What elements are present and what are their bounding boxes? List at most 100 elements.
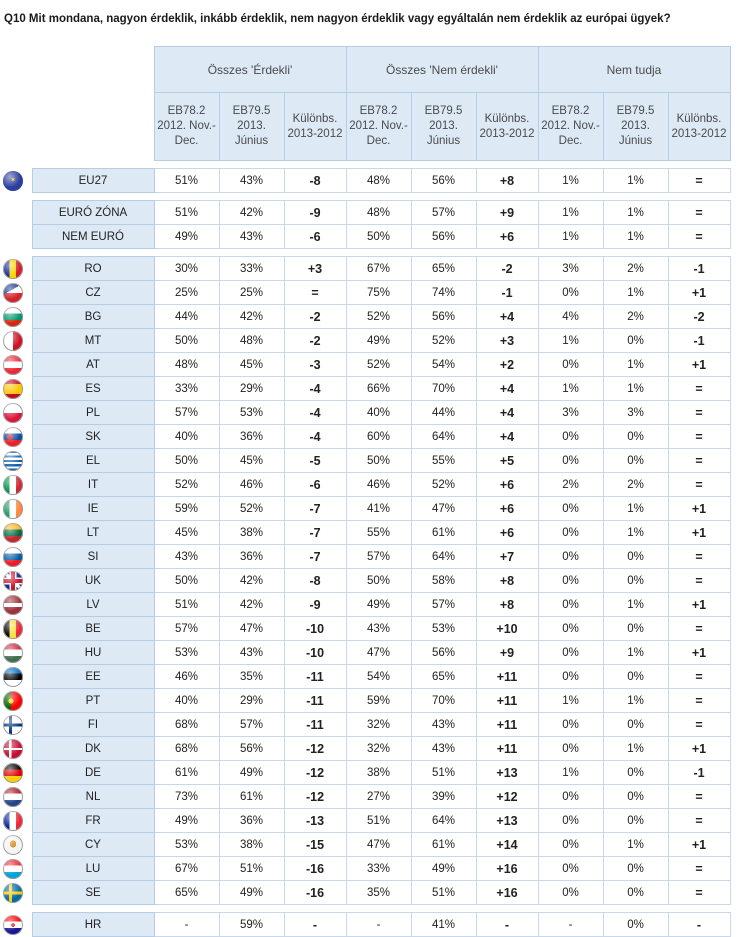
country-label: SK — [31, 424, 155, 449]
not-interested-diff-cell: +7 — [475, 544, 539, 569]
not-interested-eb795-cell: 61% — [410, 832, 477, 857]
de-flag-icon — [3, 762, 23, 783]
ie-flag-icon — [3, 498, 23, 519]
dont-know-eb795-cell: 2% — [602, 472, 669, 497]
table-row: MT 50% 48% -2 49% 52% +3 1% 0% -1 — [3, 328, 731, 353]
not-interested-diff-cell: +4 — [475, 424, 539, 449]
not-interested-diff-cell: +11 — [475, 664, 539, 689]
dont-know-eb795-cell: 0% — [602, 568, 669, 593]
flag-cell — [3, 809, 32, 833]
dont-know-eb795-cell: 0% — [602, 448, 669, 473]
flag-cell — [3, 713, 32, 737]
dont-know-eb782-cell: 1% — [537, 168, 604, 193]
interested-eb782-cell: 67% — [153, 856, 220, 881]
country-label: PT — [31, 688, 155, 713]
country-label: SI — [31, 544, 155, 569]
hu-flag-icon — [3, 642, 23, 663]
dont-know-diff-cell: -1 — [667, 256, 731, 281]
not-interested-diff-cell: +8 — [475, 568, 539, 593]
table-row: UK 50% 42% -8 50% 58% +8 0% 0% = — [3, 568, 731, 593]
country-label: AT — [31, 352, 155, 377]
flag-cell — [3, 833, 32, 857]
not-interested-diff-cell: +8 — [475, 592, 539, 617]
country-label: MT — [31, 328, 155, 353]
interested-eb782-cell: 61% — [153, 760, 220, 785]
dont-know-eb782-cell: 0% — [537, 712, 604, 737]
cy-flag-icon — [3, 834, 23, 855]
interested-eb795-cell: 42% — [218, 592, 285, 617]
not-interested-eb782-cell: 41% — [345, 496, 412, 521]
not-interested-eb795-cell: 56% — [410, 168, 477, 193]
not-interested-eb795-cell: 51% — [410, 760, 477, 785]
section-gap-cell — [3, 904, 730, 913]
not-interested-diff-cell: +11 — [475, 712, 539, 737]
not-interested-diff-cell: -1 — [475, 280, 539, 305]
not-interested-eb782-cell: 50% — [345, 224, 412, 249]
interested-diff-cell: -4 — [283, 376, 347, 401]
sub-header-row: EB78.2 2012. Nov.-Dec. EB79.5 2013. Júni… — [3, 92, 731, 161]
flag-cell — [3, 329, 32, 353]
table-row: FI 68% 57% -11 32% 43% +11 0% 0% = — [3, 712, 731, 737]
interested-eb795-cell: 42% — [218, 304, 285, 329]
interested-eb795-cell: 49% — [218, 880, 285, 905]
table-row: EE 46% 35% -11 54% 65% +11 0% 0% = — [3, 664, 731, 689]
section-gap — [3, 192, 730, 201]
country-label: IE — [31, 496, 155, 521]
country-label: EE — [31, 664, 155, 689]
table-row: LT 45% 38% -7 55% 61% +6 0% 1% +1 — [3, 520, 731, 545]
interested-eb795-cell: 52% — [218, 496, 285, 521]
country-label: CY — [31, 832, 155, 857]
not-interested-diff-cell: +12 — [475, 784, 539, 809]
interested-eb782-cell: 48% — [153, 352, 220, 377]
not-interested-diff-cell: -2 — [475, 256, 539, 281]
flag-cell — [3, 281, 32, 305]
interested-diff-cell: -11 — [283, 712, 347, 737]
interested-eb795-cell: 46% — [218, 472, 285, 497]
dont-know-eb782-cell: 0% — [537, 856, 604, 881]
dont-know-eb782-cell: 2% — [537, 472, 604, 497]
not-interested-eb795-cell: 56% — [410, 304, 477, 329]
dont-know-diff-cell: +1 — [667, 520, 731, 545]
table-row: PT 40% 29% -11 59% 70% +11 1% 1% = — [3, 688, 731, 713]
dont-know-eb782-cell: 1% — [537, 224, 604, 249]
dont-know-diff-cell: = — [667, 784, 731, 809]
fr-flag-icon — [3, 810, 23, 831]
dont-know-eb782-cell: 1% — [537, 376, 604, 401]
not-interested-eb795-cell: 47% — [410, 496, 477, 521]
interested-eb782-cell: 51% — [153, 592, 220, 617]
interested-eb782-cell: 73% — [153, 784, 220, 809]
table-row: BG 44% 42% -2 52% 56% +4 4% 2% -2 — [3, 304, 731, 329]
interested-eb782-cell: 30% — [153, 256, 220, 281]
dont-know-eb795-cell: 0% — [602, 664, 669, 689]
interested-eb795-cell: 29% — [218, 376, 285, 401]
flag-cell — [3, 641, 32, 665]
subheader-eb795: EB79.5 2013. Június — [602, 92, 669, 161]
dont-know-eb795-cell: 0% — [602, 760, 669, 785]
dont-know-eb782-cell: 0% — [537, 664, 604, 689]
interested-eb795-cell: 61% — [218, 784, 285, 809]
uk-flag-icon — [3, 570, 23, 591]
dont-know-diff-cell: -1 — [667, 328, 731, 353]
interested-eb782-cell: 43% — [153, 544, 220, 569]
group-header-dont-know: Nem tudja — [537, 46, 731, 93]
interested-eb795-cell: 36% — [218, 424, 285, 449]
dont-know-eb782-cell: 0% — [537, 640, 604, 665]
dont-know-eb795-cell: 1% — [602, 736, 669, 761]
interested-eb795-cell: 56% — [218, 736, 285, 761]
not-interested-eb795-cell: 57% — [410, 200, 477, 225]
country-label: NEM EURÓ — [31, 224, 155, 249]
not-interested-eb795-cell: 74% — [410, 280, 477, 305]
dont-know-eb782-cell: 0% — [537, 568, 604, 593]
table-row: CZ 25% 25% = 75% 74% -1 0% 1% +1 — [3, 280, 731, 305]
section-gap-cell — [3, 160, 730, 169]
flag-cell — [3, 353, 32, 377]
table-row: HU 53% 43% -10 47% 56% +9 0% 1% +1 — [3, 640, 731, 665]
country-label: HU — [31, 640, 155, 665]
not-interested-eb795-cell: 52% — [410, 472, 477, 497]
flag-cell — [3, 377, 32, 401]
dont-know-diff-cell: +1 — [667, 832, 731, 857]
not-interested-eb795-cell: 58% — [410, 568, 477, 593]
table-row: SK 40% 36% -4 60% 64% +4 0% 0% = — [3, 424, 731, 449]
flag-cell — [3, 617, 32, 641]
flag-cell — [3, 569, 32, 593]
